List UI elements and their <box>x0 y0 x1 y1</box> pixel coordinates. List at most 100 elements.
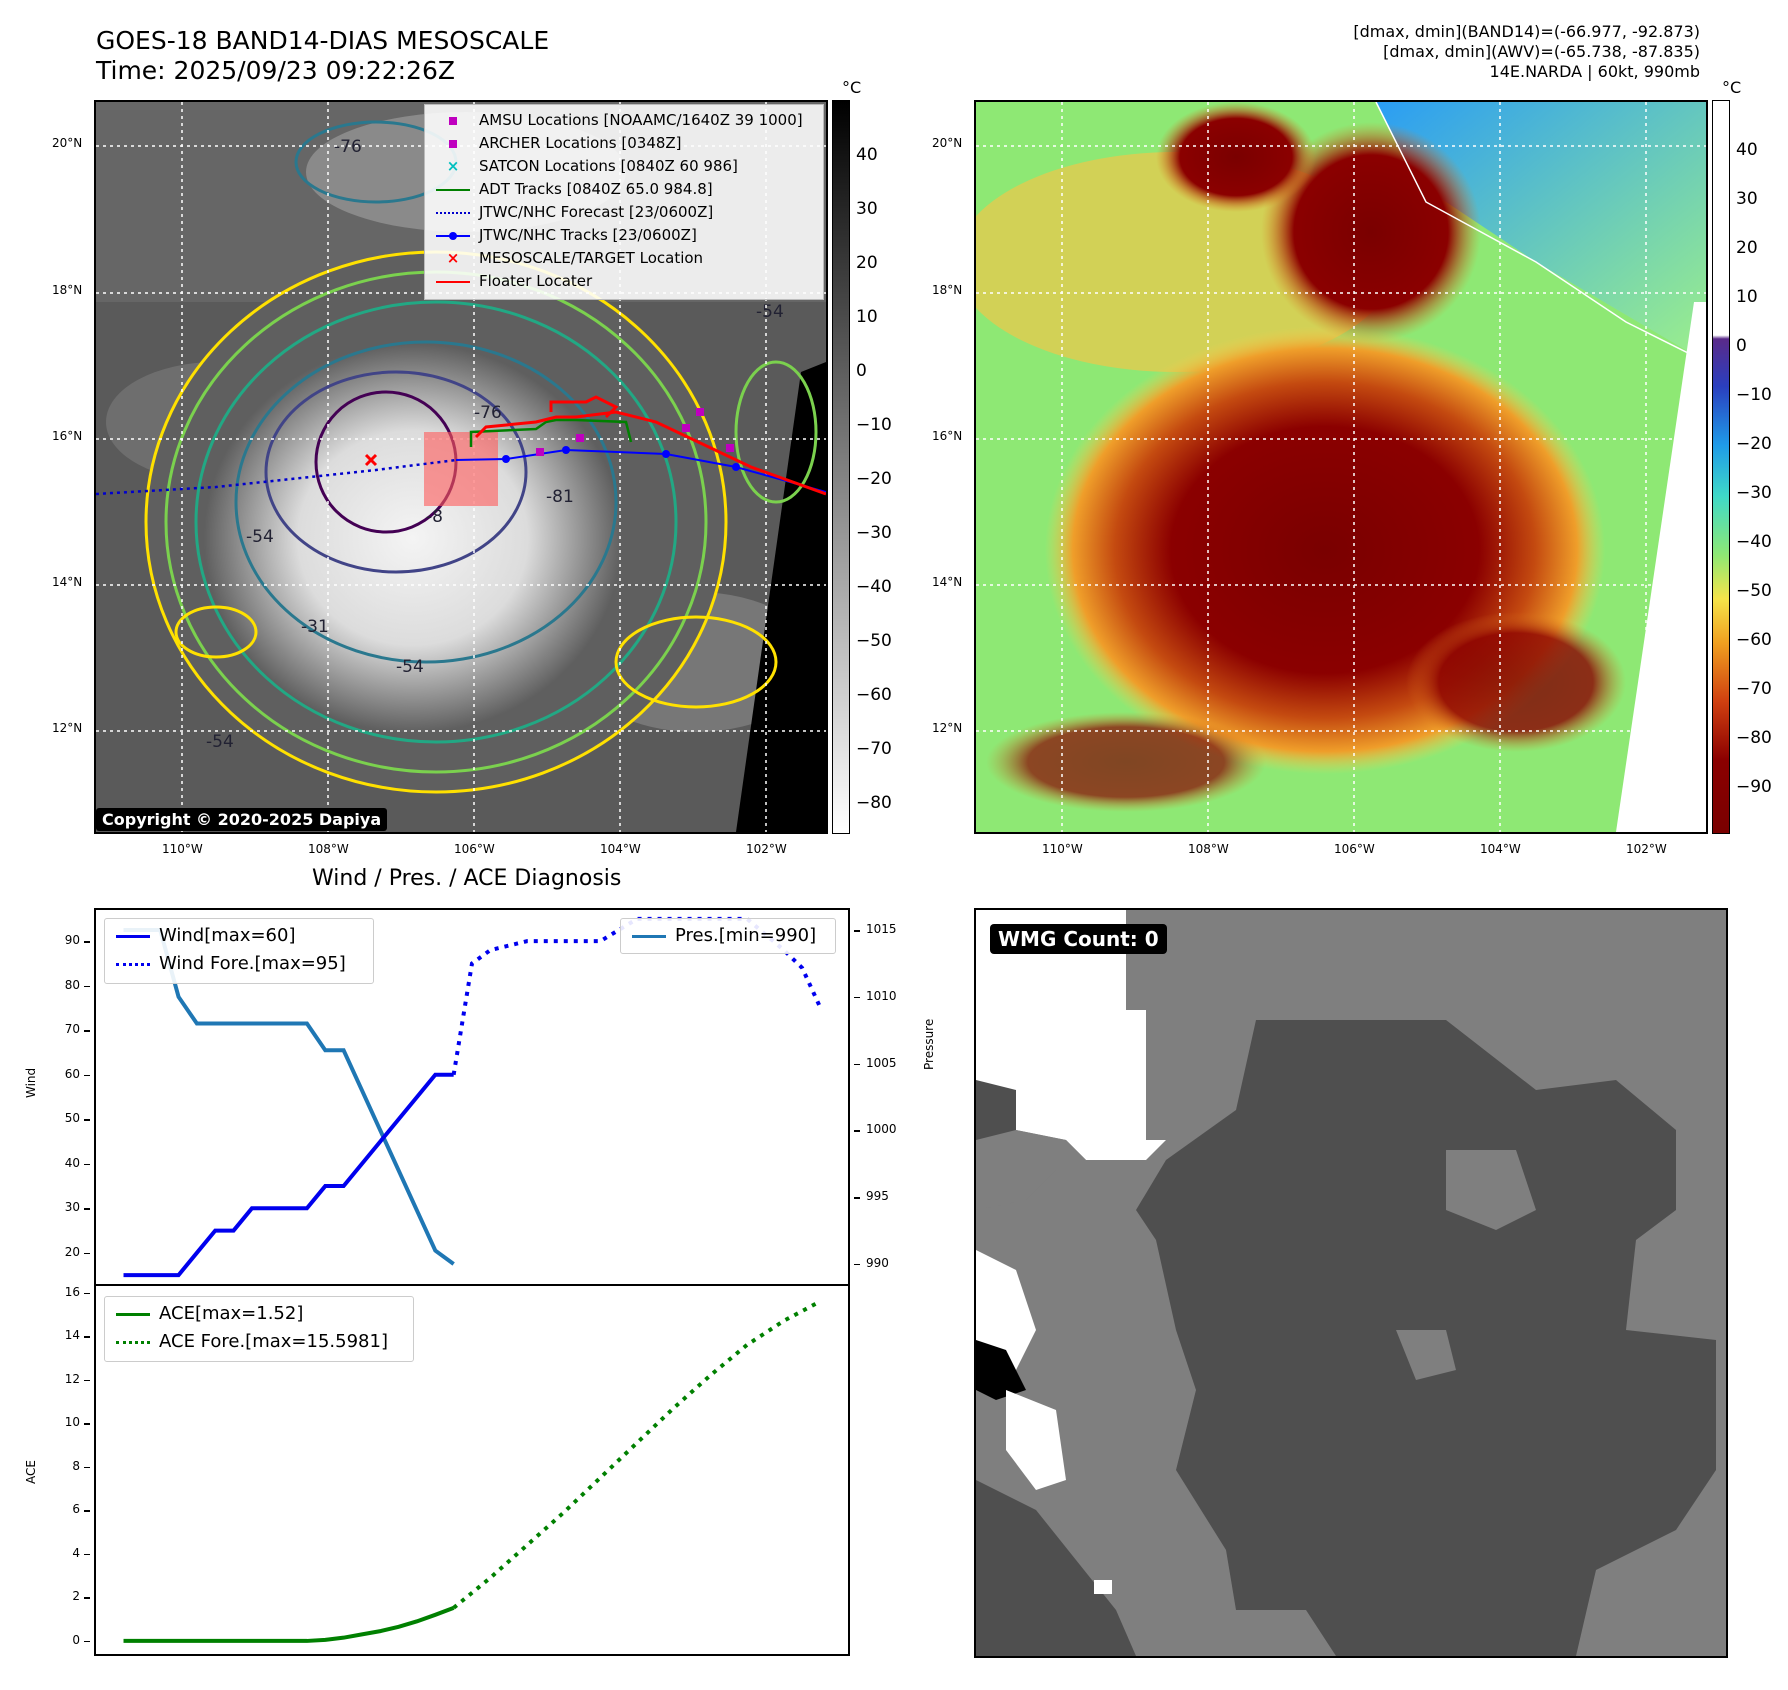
colorbar-tick: −10 <box>1736 385 1772 405</box>
lat-label: 12°N <box>932 721 963 735</box>
contour-label: -8 <box>426 507 443 527</box>
colorbar-tick: 10 <box>856 307 878 327</box>
lon-label: 110°W <box>162 842 203 856</box>
axis-tick-mark <box>84 1163 90 1166</box>
legend-item-satcon: × SATCON Locations [0840Z 60 986] <box>433 155 815 178</box>
axis-tick-mark <box>84 1336 90 1338</box>
lat-label: 16°N <box>52 429 83 443</box>
info-storm: 14E.NARDA | 60kt, 990mb <box>1489 62 1700 81</box>
axis-tick-label: 1015 <box>866 922 897 937</box>
square-icon <box>433 139 473 148</box>
colorbar-tick: −70 <box>856 739 892 759</box>
wmg-count-badge: WMG Count: 0 <box>990 924 1167 954</box>
colorbar-tick: 30 <box>1736 189 1758 209</box>
wmg-image <box>976 910 1726 1656</box>
axis-tick-mark <box>854 1130 860 1132</box>
ace-series-0 <box>123 1605 455 1643</box>
line-icon <box>433 188 473 191</box>
colorbar-tick: −20 <box>856 469 892 489</box>
colorbar-tick: −50 <box>856 631 892 651</box>
lon-label: 106°W <box>1334 842 1375 856</box>
colorbar-tick: 10 <box>1736 287 1758 307</box>
wind-axis-label: Wind <box>24 1067 38 1098</box>
axis-tick-label: 30 <box>64 1200 80 1215</box>
wind-pressure-plot <box>123 916 823 1278</box>
lon-label: 104°W <box>600 842 641 856</box>
axis-tick-mark <box>84 1030 90 1032</box>
colorbar-tick: 0 <box>1736 336 1747 356</box>
wind-series-0 <box>123 1072 454 1278</box>
axis-tick-mark <box>84 1553 90 1556</box>
colorbar-tick: −40 <box>1736 532 1772 552</box>
axis-tick-label: 16 <box>64 1284 80 1299</box>
legend-item-nhc-tracks: JTWC/NHC Tracks [23/0600Z] <box>433 224 815 247</box>
axis-tick-label: 90 <box>64 933 80 948</box>
lat-label: 16°N <box>932 429 963 443</box>
pressure-legend: Pres.[min=990] <box>620 918 836 954</box>
map-grid <box>976 102 1706 832</box>
axis-tick-mark <box>84 1292 90 1295</box>
axis-tick-mark <box>84 1208 90 1210</box>
target-marker <box>364 453 378 467</box>
axis-tick-mark <box>854 1063 860 1066</box>
colorbar-tick: −40 <box>856 577 892 597</box>
axis-tick-label: 995 <box>866 1189 889 1204</box>
x-icon: × <box>446 249 460 267</box>
info-awv: [dmax, dmin](AWV)=(-65.738, -87.835) <box>1383 42 1700 61</box>
awv-map-image <box>976 102 1706 832</box>
lon-label: 106°W <box>454 842 495 856</box>
diagnosis-title: Wind / Pres. / ACE Diagnosis <box>312 866 622 891</box>
axis-tick-label: 60 <box>64 1066 80 1081</box>
axis-tick-mark <box>84 1597 90 1599</box>
legend-item-forecast: JTWC/NHC Forecast [23/0600Z] <box>433 201 815 224</box>
colorbar-tick: −30 <box>1736 483 1772 503</box>
line-icon <box>433 280 473 283</box>
colorbar-unit: °C <box>842 78 862 97</box>
axis-tick-label: 990 <box>866 1255 889 1270</box>
lon-label: 102°W <box>1626 842 1667 856</box>
axis-tick-mark <box>84 1423 90 1425</box>
axis-tick-mark <box>84 1074 90 1077</box>
axis-tick-mark <box>854 996 860 999</box>
nhc-track <box>455 448 826 493</box>
colorbar-tick: −30 <box>856 523 892 543</box>
dotted-line-icon <box>433 211 473 214</box>
colorbar-gray <box>832 100 850 834</box>
legend-item-amsu: AMSU Locations [NOAAMC/1640Z 39 1000] <box>433 109 815 132</box>
axis-tick-label: 80 <box>64 977 80 992</box>
axis-tick-label: 14 <box>64 1328 80 1343</box>
colorbar-tick: −20 <box>1736 434 1772 454</box>
chart-title: GOES-18 BAND14-DIAS MESOSCALE <box>96 26 550 55</box>
colorbar-tick: 40 <box>856 145 878 165</box>
axis-tick-mark <box>84 985 90 988</box>
mesoscale-box <box>424 432 498 506</box>
copyright-label: Copyright © 2020-2025 Dapiya <box>96 808 388 831</box>
contour-label: -76 <box>474 403 502 423</box>
axis-tick-mark <box>84 1119 90 1121</box>
legend-wind-fore: Wind Fore.[max=95] <box>159 953 346 974</box>
coastline <box>1375 102 1706 363</box>
floater-locater-line <box>474 410 826 496</box>
axis-tick-label: 12 <box>64 1371 80 1386</box>
axis-tick-label: 70 <box>64 1022 80 1037</box>
axis-tick-label: 6 <box>72 1502 80 1517</box>
lon-label: 104°W <box>1480 842 1521 856</box>
colorbar-tick: −70 <box>1736 679 1772 699</box>
axis-tick-label: 1000 <box>866 1122 897 1137</box>
dotted-line-icon <box>113 1340 153 1344</box>
colorbar-tick: −50 <box>1736 581 1772 601</box>
lat-label: 20°N <box>52 136 83 150</box>
chart-time: Time: 2025/09/23 09:22:26Z <box>96 56 455 85</box>
x-icon: × <box>446 157 460 175</box>
pressure-axis-label: Pressure <box>922 1018 936 1070</box>
legend-ace: ACE[max=1.52] <box>159 1303 304 1324</box>
ace-legend: ACE[max=1.52] ACE Fore.[max=15.5981] <box>104 1296 414 1362</box>
axis-tick-label: 40 <box>64 1155 80 1170</box>
colorbar-tick: −80 <box>1736 728 1772 748</box>
axis-tick-mark <box>84 1252 90 1255</box>
lat-label: 12°N <box>52 721 83 735</box>
map-legend: AMSU Locations [NOAAMC/1640Z 39 1000] AR… <box>424 104 824 300</box>
legend-item-adt: ADT Tracks [0840Z 65.0 984.8] <box>433 178 815 201</box>
contour-label: -54 <box>396 657 424 677</box>
ace-series-1 <box>452 1299 822 1610</box>
